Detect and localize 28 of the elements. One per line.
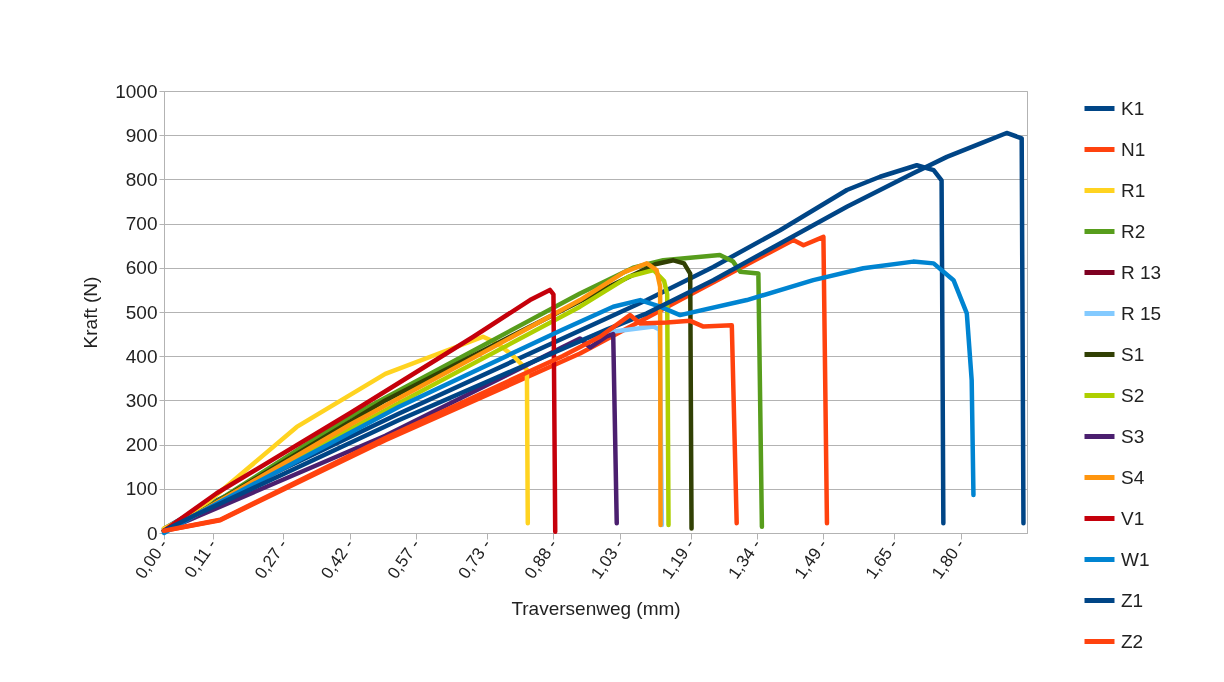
y-tick-label: 300 — [125, 389, 158, 411]
y-tick-label: 700 — [125, 213, 158, 235]
legend-label: V1 — [1121, 507, 1145, 529]
legend-label: S1 — [1121, 343, 1145, 365]
y-tick-label: 200 — [125, 434, 158, 456]
x-tick-label: 0,11 - — [180, 535, 221, 582]
legend-label: Z2 — [1121, 630, 1144, 652]
legend-label: R 13 — [1121, 261, 1162, 283]
legend-label: Z1 — [1121, 589, 1144, 611]
x-axis-title: Traversenweg (mm) — [511, 597, 681, 619]
legend-label: R1 — [1121, 179, 1146, 201]
legend-label: R 15 — [1121, 302, 1162, 324]
legend-label: S2 — [1121, 384, 1145, 406]
legend-label: N1 — [1121, 138, 1146, 160]
legend-label: R2 — [1121, 220, 1146, 242]
legend-label: K1 — [1121, 97, 1145, 119]
y-tick-label: 600 — [125, 257, 158, 279]
legend-label: W1 — [1121, 548, 1150, 570]
y-tick-label: 1000 — [115, 80, 158, 102]
y-tick-label: 800 — [125, 168, 158, 190]
y-tick-label: 900 — [125, 124, 158, 146]
y-axis-title: Kraft (N) — [80, 276, 102, 349]
y-tick-label: 0 — [146, 522, 158, 544]
y-tick-label: 100 — [125, 478, 158, 500]
y-tick-label: 400 — [125, 345, 158, 367]
y-tick-label: 500 — [125, 301, 158, 323]
legend-label: S3 — [1121, 425, 1145, 447]
legend-label: S4 — [1121, 466, 1145, 488]
